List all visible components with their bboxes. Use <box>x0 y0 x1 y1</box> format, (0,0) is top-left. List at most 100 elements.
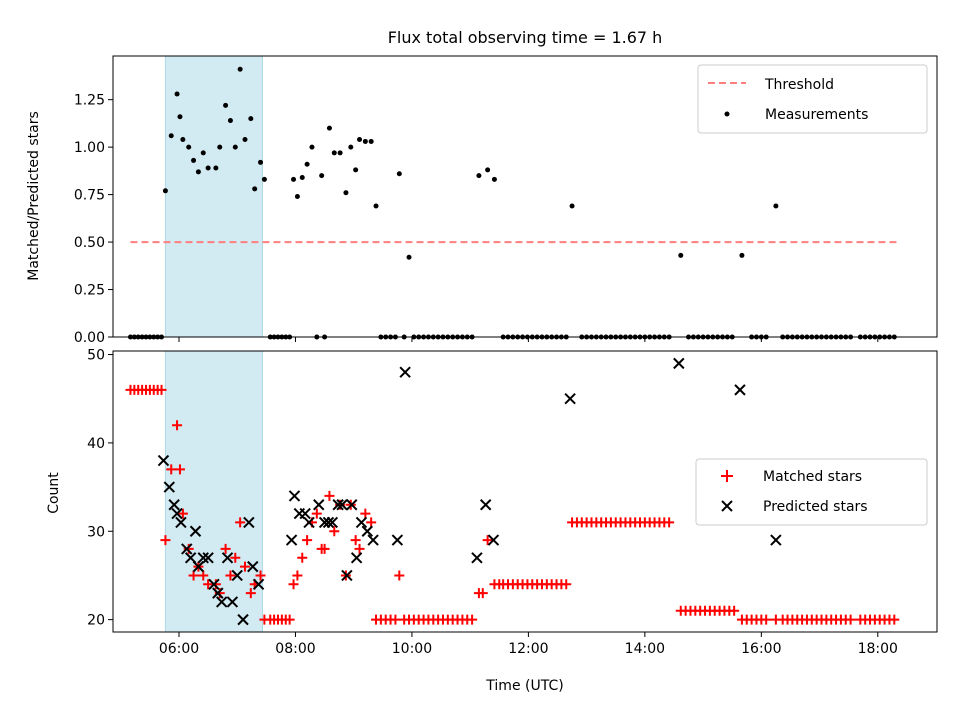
predicted-star-point <box>322 516 335 529</box>
y-tick-label: 1.00 <box>74 140 105 156</box>
measurement-point <box>357 137 363 143</box>
shaded-region <box>164 55 263 338</box>
measurement-point <box>304 161 310 167</box>
predicted-star-point <box>231 569 243 582</box>
x-tick-label: 12:00 <box>508 641 548 657</box>
top-legend: Threshold Measurements <box>697 64 928 134</box>
matched-star-point <box>354 543 365 554</box>
predicted-star-point <box>303 516 315 529</box>
measurement-point <box>319 173 325 179</box>
predicted-star-point <box>215 596 228 608</box>
matched-star-point <box>390 614 401 625</box>
measurement-point <box>180 137 186 143</box>
measurement-point <box>261 176 267 182</box>
measurement-point <box>396 171 402 177</box>
matched-star-point <box>288 579 299 590</box>
measurement-point <box>406 254 412 260</box>
predicted-legend-swatch <box>721 500 733 512</box>
measurement-point <box>678 252 684 258</box>
predicted-star-point <box>171 507 183 520</box>
matched-star-point <box>239 561 250 572</box>
predicted-star-point <box>168 499 180 511</box>
predicted-star-point <box>247 560 259 573</box>
matched-star-point <box>394 570 405 581</box>
measurement-point <box>191 157 197 163</box>
matched-star-point <box>482 535 493 546</box>
measurement-point <box>373 203 379 209</box>
measurements-legend-swatch <box>724 111 730 117</box>
predicted-star-point <box>346 499 358 511</box>
matched-star-point <box>172 420 183 431</box>
matched-star-point <box>174 464 185 475</box>
matched-star-point <box>302 535 313 546</box>
predicted-star-point <box>564 393 576 405</box>
x-tick-label: 06:00 <box>159 641 199 657</box>
predicted-star-point <box>313 499 325 511</box>
predicted-star-point <box>163 481 175 493</box>
predicted-star-point <box>487 534 500 546</box>
predicted-star-point <box>326 516 339 529</box>
predicted-star-point <box>197 552 209 564</box>
matched-star-point <box>311 508 322 519</box>
top-panel: 0.00 0.25 0.50 0.75 1.00 1.25 Matched/Predict… <box>26 55 938 346</box>
x-tick-label: 16:00 <box>741 641 781 657</box>
predicted-star-point <box>471 552 483 564</box>
matched-star-point <box>235 517 246 528</box>
measurement-point <box>348 144 354 150</box>
measurement-point <box>248 116 254 122</box>
y-tick-label: 40 <box>87 436 105 452</box>
predicted-star-point <box>399 366 411 378</box>
matched-star-point <box>366 517 377 528</box>
matched-star-point <box>729 605 740 616</box>
matched-star-point <box>761 614 772 625</box>
predicted-star-point <box>157 454 170 467</box>
matched-star-point <box>329 526 340 537</box>
measurement-point <box>368 138 374 144</box>
matched-star-point <box>467 614 478 625</box>
predicted-star-point <box>212 587 224 599</box>
predicted-star-point <box>355 516 368 529</box>
measurement-point <box>168 133 174 139</box>
y-tick-label: 0.00 <box>74 330 105 346</box>
matched-star-point <box>188 570 199 581</box>
y-tick-label: 0.25 <box>74 283 105 299</box>
measurement-point <box>331 150 337 156</box>
matched-star-point <box>284 614 295 625</box>
measurement-point <box>213 165 219 171</box>
measurement-point <box>491 176 497 182</box>
y-tick-label: 1.25 <box>74 93 105 109</box>
measurement-point <box>200 150 206 156</box>
predicted-star-point <box>299 507 311 520</box>
measurement-point <box>205 165 211 171</box>
threshold-legend-label: Threshold <box>764 77 834 93</box>
measurement-point <box>177 114 183 120</box>
predicted-star-point <box>189 525 202 537</box>
y-tick-label: 0.50 <box>74 235 105 251</box>
matched-star-point <box>845 614 856 625</box>
measurement-point <box>362 138 368 144</box>
predicted-legend-label: Predicted stars <box>763 499 868 515</box>
y-tick-label: 0.75 <box>74 188 105 204</box>
x-tick-label: 18:00 <box>858 641 898 657</box>
matched-star-point <box>335 499 346 510</box>
predicted-star-point <box>243 516 255 529</box>
matched-star-point <box>245 588 256 599</box>
measurement-point <box>569 203 575 209</box>
measurement-point <box>252 186 258 192</box>
measurement-point <box>258 159 264 165</box>
matched-star-point <box>561 579 572 590</box>
measurement-point <box>326 125 332 131</box>
predicted-star-point <box>226 596 239 608</box>
matched-star-point <box>166 464 177 475</box>
predicted-star-point <box>175 516 187 529</box>
predicted-star-point <box>332 499 344 511</box>
predicted-star-point <box>341 569 353 582</box>
matched-star-point <box>220 543 231 554</box>
top-y-axis-label: Matched/Predicted stars <box>26 111 42 281</box>
predicted-star-point <box>285 534 298 546</box>
measurement-point <box>186 144 192 150</box>
matched-star-point <box>255 570 266 581</box>
matched-legend-swatch <box>721 470 733 482</box>
measurement-point <box>162 188 168 194</box>
